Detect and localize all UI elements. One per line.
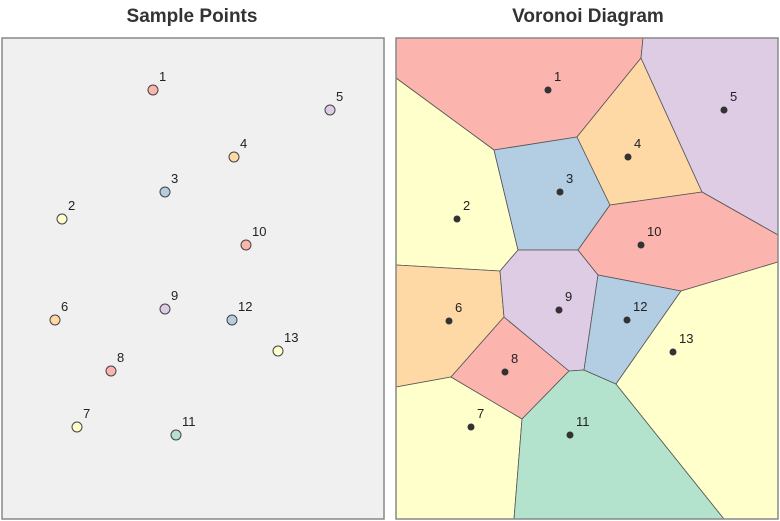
sample-point-label-5: 5 — [336, 89, 343, 104]
sample-point-9 — [159, 303, 171, 315]
sample-point-4 — [228, 151, 240, 163]
voronoi-site-label-1: 1 — [554, 69, 561, 84]
sample-point-3 — [159, 186, 171, 198]
voronoi-site-label-13: 13 — [679, 331, 693, 346]
sample-point-8 — [105, 365, 117, 377]
sample-point-label-9: 9 — [171, 288, 178, 303]
sample-point-label-13: 13 — [284, 330, 298, 345]
voronoi-site-7 — [467, 423, 475, 431]
voronoi-site-6 — [445, 317, 453, 325]
voronoi-frame — [395, 37, 779, 520]
sample-point-13 — [272, 345, 284, 357]
sample-points-frame — [1, 37, 385, 520]
voronoi-site-label-4: 4 — [634, 136, 641, 151]
sample-point-11 — [170, 429, 182, 441]
voronoi-site-label-6: 6 — [455, 300, 462, 315]
sample-point-label-12: 12 — [238, 299, 252, 314]
voronoi-site-label-3: 3 — [566, 171, 573, 186]
voronoi-site-8 — [501, 368, 509, 376]
voronoi-site-label-12: 12 — [633, 299, 647, 314]
sample-point-5 — [324, 104, 336, 116]
sample-point-7 — [71, 421, 83, 433]
voronoi-site-9 — [555, 306, 563, 314]
sample-point-1 — [147, 84, 159, 96]
sample-point-label-2: 2 — [68, 198, 75, 213]
sample-point-6 — [49, 314, 61, 326]
voronoi-site-13 — [669, 348, 677, 356]
sample-point-label-7: 7 — [83, 406, 90, 421]
sample-point-10 — [240, 239, 252, 251]
voronoi-site-10 — [637, 241, 645, 249]
voronoi-site-label-11: 11 — [576, 414, 590, 429]
sample-point-label-3: 3 — [171, 171, 178, 186]
sample-point-label-10: 10 — [252, 224, 266, 239]
voronoi-site-label-7: 7 — [477, 406, 484, 421]
voronoi-site-3 — [556, 188, 564, 196]
voronoi-site-label-2: 2 — [463, 198, 470, 213]
voronoi-site-5 — [720, 106, 728, 114]
voronoi-site-1 — [544, 86, 552, 94]
voronoi-site-label-10: 10 — [647, 224, 661, 239]
voronoi-cells — [395, 37, 779, 520]
sample-point-label-6: 6 — [61, 299, 68, 314]
sample-point-label-8: 8 — [117, 350, 124, 365]
sample-point-label-11: 11 — [182, 414, 196, 429]
voronoi-site-label-8: 8 — [511, 351, 518, 366]
voronoi-site-12 — [623, 316, 631, 324]
voronoi-diagram-title: Voronoi Diagram — [512, 6, 664, 27]
sample-point-12 — [226, 314, 238, 326]
sample-point-label-4: 4 — [240, 136, 247, 151]
voronoi-site-label-9: 9 — [565, 289, 572, 304]
voronoi-site-2 — [453, 215, 461, 223]
sample-point-label-1: 1 — [159, 69, 166, 84]
sample-point-2 — [56, 213, 68, 225]
sample-points-title: Sample Points — [126, 6, 258, 27]
voronoi-site-label-5: 5 — [730, 89, 737, 104]
voronoi-site-11 — [566, 431, 574, 439]
voronoi-site-4 — [624, 153, 632, 161]
